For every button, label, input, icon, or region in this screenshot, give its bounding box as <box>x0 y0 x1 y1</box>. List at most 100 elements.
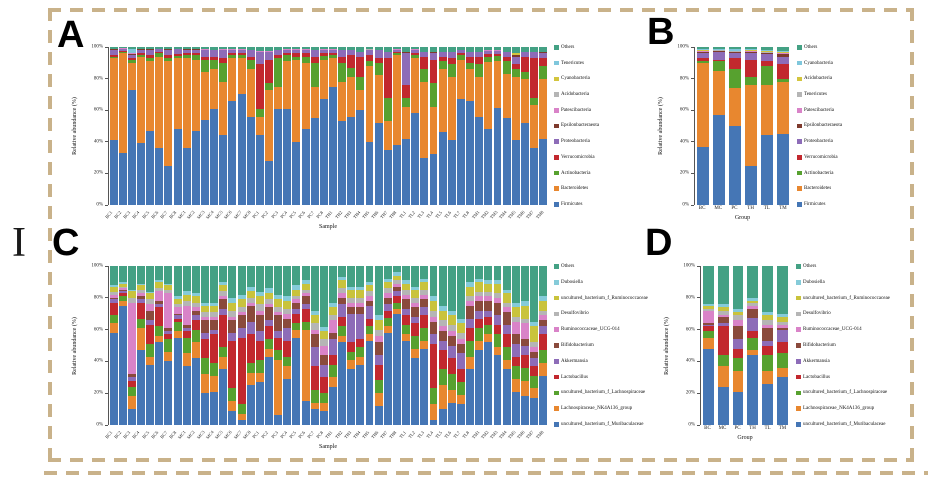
segment-Desulfovibrio <box>274 307 283 313</box>
segment-Desulfovibrio <box>228 310 237 317</box>
segment-Verrucomicrobia <box>502 56 511 62</box>
segment-Lachnospiraceae_NK4A136_group <box>118 300 127 306</box>
legend-item: Patescibacteria <box>797 108 842 113</box>
segment-Proteobacteria <box>402 53 411 85</box>
segment-Bifidobacterium <box>520 339 529 346</box>
bar-TL6 <box>447 47 456 205</box>
legend-label: Epsilonbacteraeota <box>804 123 843 129</box>
legend-swatch <box>554 186 559 191</box>
segment-Lactobacillus <box>118 293 127 297</box>
segment-Actinobacteria <box>374 62 383 76</box>
segment-Lachnospiraceae_NK4A136_group <box>191 342 200 359</box>
segment-Bacteroidetes <box>338 81 347 122</box>
segment-Ruminococcaceae_UCG-014 <box>292 299 301 303</box>
legend-label: Ruminococcaceae_UCG-014 <box>561 327 620 333</box>
segment-Others <box>146 266 155 292</box>
segment-Lactobacillus <box>502 334 511 348</box>
bar-MC2 <box>191 47 200 205</box>
bar-TH7 <box>383 266 392 425</box>
segment-Bifidobacterium <box>438 331 447 341</box>
segment-Actinobacteria <box>411 54 420 59</box>
bar-TM5 <box>511 266 520 425</box>
bar-TL8 <box>466 47 475 205</box>
segment-uncultured_bacterium_f_Ruminococcaceae <box>777 316 788 322</box>
y-tick-label: 0% <box>96 422 103 428</box>
segment-Akkermansia <box>438 340 447 351</box>
segment-Dubosiella <box>762 312 774 316</box>
segment-Bacteroidetes <box>264 89 273 161</box>
segment-Firmicutes <box>447 140 456 205</box>
segment-Verrucomicrobia <box>274 54 283 59</box>
segment-Dubosiella <box>466 281 475 287</box>
segment-Desulfovibrio <box>466 296 475 302</box>
segment-Lactobacillus <box>338 316 347 327</box>
segment-uncultured_bacterium_f_Lachnospiraceae <box>466 340 475 357</box>
segment-Patescibacteria <box>109 48 118 50</box>
segment-Ruminococcaceae_UCG-014 <box>717 315 729 317</box>
legend-swatch <box>797 45 802 50</box>
segment-Ruminococcaceae_UCG-014 <box>732 320 744 327</box>
segment-Others <box>429 47 438 52</box>
segment-Desulfovibrio <box>447 324 456 332</box>
segment-uncultured_bacterium_f_Muribaculaceae <box>328 386 337 425</box>
segment-Proteobacteria <box>484 51 493 55</box>
y-tick-label: 60% <box>685 327 695 333</box>
segment-Bifidobacterium <box>717 316 729 324</box>
legend-label: Acidobacteria <box>804 76 833 82</box>
segment-Firmicutes <box>539 138 548 205</box>
segment-Lactobacillus <box>228 340 237 389</box>
segment-Akkermansia <box>255 331 264 341</box>
segment-uncultured_bacterium_f_Muribaculaceae <box>347 369 356 425</box>
segment-Lachnospiraceae_NK4A136_group <box>338 335 347 343</box>
segment-Verrucomicrobia <box>182 53 191 55</box>
segment-Dubosiella <box>502 289 511 294</box>
segment-Akkermansia <box>264 320 273 327</box>
segment-Akkermansia <box>191 315 200 321</box>
segment-Bacteroidetes <box>182 58 191 149</box>
segment-uncultured_bacterium_f_Ruminococcaceae <box>338 280 347 289</box>
segment-uncultured_bacterium_f_Lachnospiraceae <box>137 318 145 329</box>
segment-Lactobacillus <box>402 315 411 325</box>
segment-Epsilonbacteraeota <box>191 49 200 51</box>
bar-TM <box>777 47 789 205</box>
segment-Proteobacteria <box>301 50 310 54</box>
segment-Others <box>173 266 182 297</box>
segment-Bifidobacterium <box>539 320 548 327</box>
segment-Dubosiella <box>319 326 328 332</box>
segment-Ruminococcaceae_UCG-014 <box>319 345 328 356</box>
segment-Dubosiella <box>420 278 429 282</box>
segment-Bifidobacterium <box>310 334 319 348</box>
segment-Verrucomicrobia <box>429 59 438 84</box>
segment-Bacteroidetes <box>146 61 155 131</box>
segment-Dubosiella <box>447 310 456 316</box>
legend-swatch <box>797 108 802 113</box>
segment-Bifidobacterium <box>182 324 191 329</box>
y-tick-mark <box>697 297 700 299</box>
segment-Bifidobacterium <box>356 307 365 314</box>
segment-Actinobacteria <box>520 72 529 79</box>
legend-swatch <box>797 123 802 129</box>
segment-Ruminococcaceae_UCG-014 <box>283 313 292 319</box>
segment-uncultured_bacterium_f_Ruminococcaceae <box>475 281 484 292</box>
segment-Firmicutes <box>118 152 127 205</box>
segment-Firmicutes <box>173 129 182 205</box>
segment-uncultured_bacterium_f_Muribaculaceae <box>777 377 788 425</box>
segment-Bacteroidetes <box>411 58 420 114</box>
bar-TM6 <box>520 266 529 425</box>
segment-Ruminococcaceae_UCG-014 <box>466 301 475 306</box>
segment-Patescibacteria <box>219 49 228 51</box>
segment-uncultured_bacterium_f_Ruminococcaceae <box>237 299 246 308</box>
frame-right-dash <box>910 8 914 462</box>
x-tick-label: MC <box>714 206 723 211</box>
y-tick-mark <box>697 392 700 394</box>
segment-Akkermansia <box>109 299 118 303</box>
segment-Akkermansia <box>392 291 401 297</box>
segment-Verrucomicrobia <box>237 53 246 55</box>
segment-Verrucomicrobia <box>173 54 182 56</box>
segment-Lachnospiraceae_NK4A136_group <box>530 388 539 398</box>
legend-item: Others <box>797 45 842 50</box>
segment-Others <box>228 47 237 50</box>
segment-Bifidobacterium <box>301 296 310 305</box>
segment-Ruminococcaceae_UCG-014 <box>703 310 714 324</box>
segment-Bacteroidetes <box>201 72 209 120</box>
